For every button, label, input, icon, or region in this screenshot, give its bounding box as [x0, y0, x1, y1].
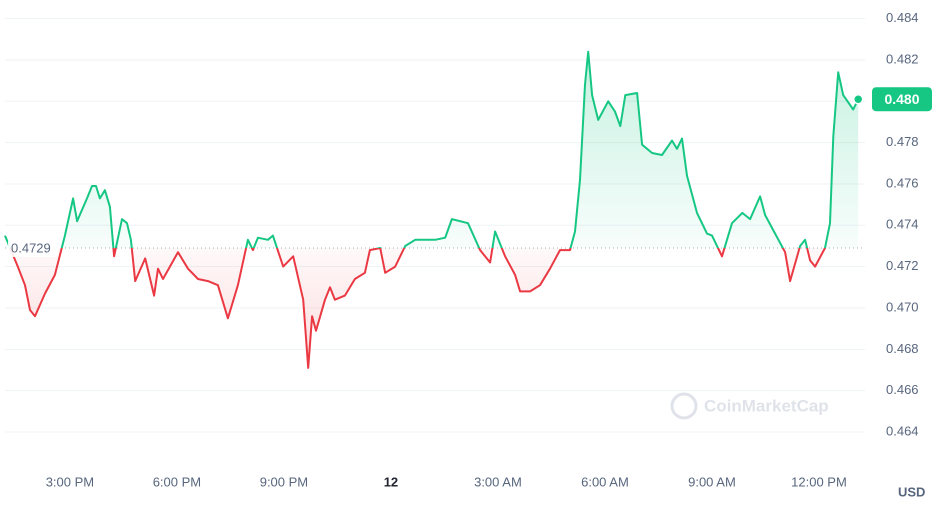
current-price-label: 0.480 — [884, 91, 919, 107]
area — [5, 51, 859, 368]
y-tick-label: 0.468 — [886, 341, 919, 356]
x-tick-label: 9:00 AM — [688, 474, 736, 489]
price-line — [4, 50, 860, 369]
x-tick-label: 12 — [384, 474, 398, 489]
x-tick-label: 6:00 PM — [153, 474, 201, 489]
y-tick-label: 0.478 — [886, 134, 919, 149]
x-tick-label: 9:00 PM — [260, 474, 308, 489]
current-price-badge — [872, 87, 932, 112]
x-tick-label: 3:00 PM — [46, 474, 94, 489]
x-tick-label: 3:00 AM — [474, 474, 522, 489]
y-tick-label: 0.472 — [886, 258, 919, 273]
watermark-logo — [670, 392, 698, 420]
baseline-label: 0.4729 — [11, 240, 51, 255]
y-tick-label: 0.484 — [886, 10, 919, 25]
x-tick-label: 6:00 AM — [581, 474, 629, 489]
y-tick-label: 0.470 — [886, 299, 919, 314]
y-tick-label: 0.466 — [886, 382, 919, 397]
y-tick-label: 0.464 — [886, 423, 919, 438]
y-tick-label: 0.476 — [886, 175, 919, 190]
watermark: CoinMarketCap — [670, 392, 829, 420]
baseline-label-bg — [8, 239, 58, 258]
last-point — [852, 93, 864, 105]
unit-label: USD — [898, 484, 925, 499]
x-tick-label: 12:00 PM — [791, 474, 847, 489]
y-tick-label: 0.474 — [886, 217, 919, 232]
y-tick-label: 0.482 — [886, 51, 919, 66]
watermark-text: CoinMarketCap — [704, 396, 829, 415]
